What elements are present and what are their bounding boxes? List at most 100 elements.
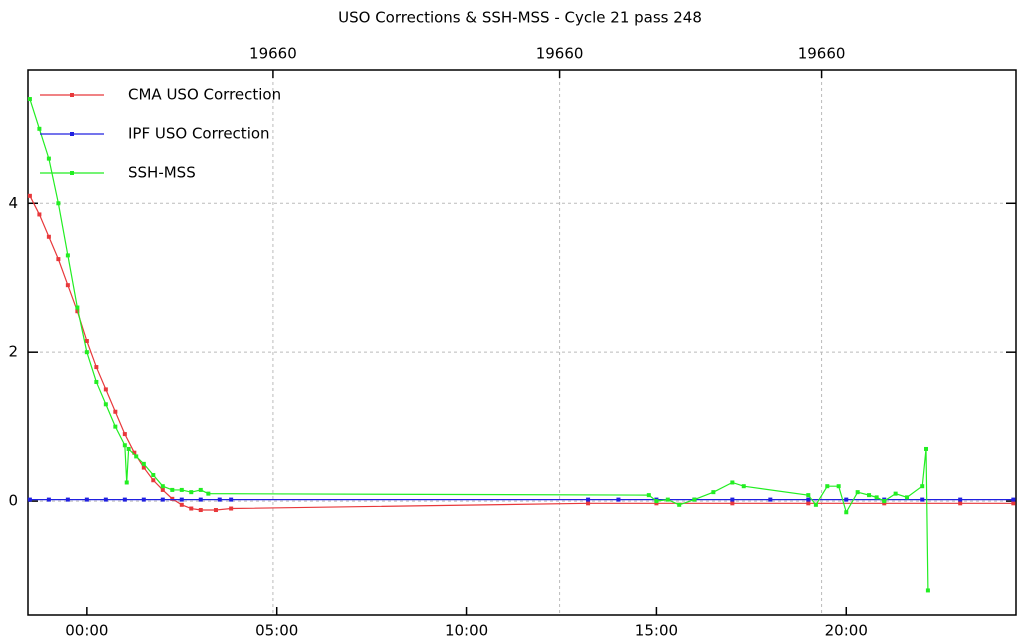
legend-label: SSH-MSS <box>128 164 196 182</box>
point <box>882 501 887 506</box>
x2-tick-label: 19660 <box>798 45 846 63</box>
point <box>113 409 118 414</box>
point <box>37 212 42 217</box>
point <box>741 484 746 489</box>
point <box>616 497 621 502</box>
point <box>844 497 849 502</box>
x2-tick-label: 19660 <box>536 45 584 63</box>
point <box>893 491 898 496</box>
point <box>160 484 165 489</box>
point <box>925 588 930 593</box>
point <box>151 478 156 483</box>
point <box>806 501 811 506</box>
point <box>806 497 811 502</box>
point <box>867 493 872 498</box>
point <box>1011 497 1016 502</box>
point <box>170 496 175 501</box>
point <box>711 490 716 495</box>
point <box>65 497 70 502</box>
point <box>920 497 925 502</box>
point <box>103 387 108 392</box>
point <box>141 497 146 502</box>
point <box>103 497 108 502</box>
x-tick-label: 20:00 <box>825 622 868 640</box>
point <box>924 446 929 451</box>
point <box>198 497 203 502</box>
point <box>122 432 127 437</box>
y-tick-label: 0 <box>8 492 18 510</box>
point <box>27 497 32 502</box>
x-tick-label: 15:00 <box>635 622 678 640</box>
point <box>189 490 194 495</box>
point <box>730 480 735 485</box>
legend-marker <box>70 132 74 136</box>
point <box>46 234 51 239</box>
point <box>75 305 80 310</box>
point <box>141 465 146 470</box>
point <box>37 126 42 131</box>
point <box>874 495 879 500</box>
point <box>198 487 203 492</box>
x2-tick-label: 19660 <box>249 45 297 63</box>
legend-label: CMA USO Correction <box>128 86 281 104</box>
x-tick-label: 10:00 <box>445 622 488 640</box>
point <box>75 309 80 314</box>
point <box>113 424 118 429</box>
x-tick-label: 00:00 <box>65 622 108 640</box>
point <box>179 497 184 502</box>
point <box>692 497 697 502</box>
y-tick-label: 4 <box>8 194 18 212</box>
point <box>65 253 70 258</box>
point <box>806 493 811 498</box>
point <box>189 506 194 511</box>
point <box>94 365 99 370</box>
point <box>206 491 211 496</box>
point <box>654 499 659 504</box>
point <box>27 193 32 198</box>
point <box>179 502 184 507</box>
point <box>160 497 165 502</box>
point <box>855 490 860 495</box>
point <box>217 497 222 502</box>
point <box>198 508 203 513</box>
chart-title: USO Corrections & SSH-MSS - Cycle 21 pas… <box>338 9 702 27</box>
point <box>836 484 841 489</box>
point <box>1011 501 1016 506</box>
point <box>920 484 925 489</box>
point <box>132 450 137 455</box>
point <box>103 402 108 407</box>
point <box>213 508 218 513</box>
point <box>813 502 818 507</box>
point <box>56 201 61 206</box>
point <box>126 446 131 451</box>
point <box>768 497 773 502</box>
point <box>160 487 165 492</box>
point <box>84 350 89 355</box>
x-tick-label: 05:00 <box>255 622 298 640</box>
point <box>27 97 32 102</box>
point <box>56 257 61 262</box>
y-tick-label: 2 <box>8 343 18 361</box>
point <box>141 461 146 466</box>
point <box>958 501 963 506</box>
series-line <box>29 195 1014 511</box>
point <box>170 487 175 492</box>
point <box>229 497 234 502</box>
point <box>46 497 51 502</box>
legend-marker <box>70 171 74 175</box>
point <box>134 454 139 459</box>
plot-frame <box>27 69 1017 616</box>
point <box>730 497 735 502</box>
point <box>84 339 89 344</box>
point <box>730 501 735 506</box>
point <box>825 484 830 489</box>
point <box>882 499 887 504</box>
legend-marker <box>70 93 74 97</box>
point <box>677 502 682 507</box>
point <box>65 283 70 288</box>
point <box>229 506 234 511</box>
point <box>84 497 89 502</box>
point <box>179 487 184 492</box>
point <box>586 501 591 506</box>
point <box>46 156 51 161</box>
